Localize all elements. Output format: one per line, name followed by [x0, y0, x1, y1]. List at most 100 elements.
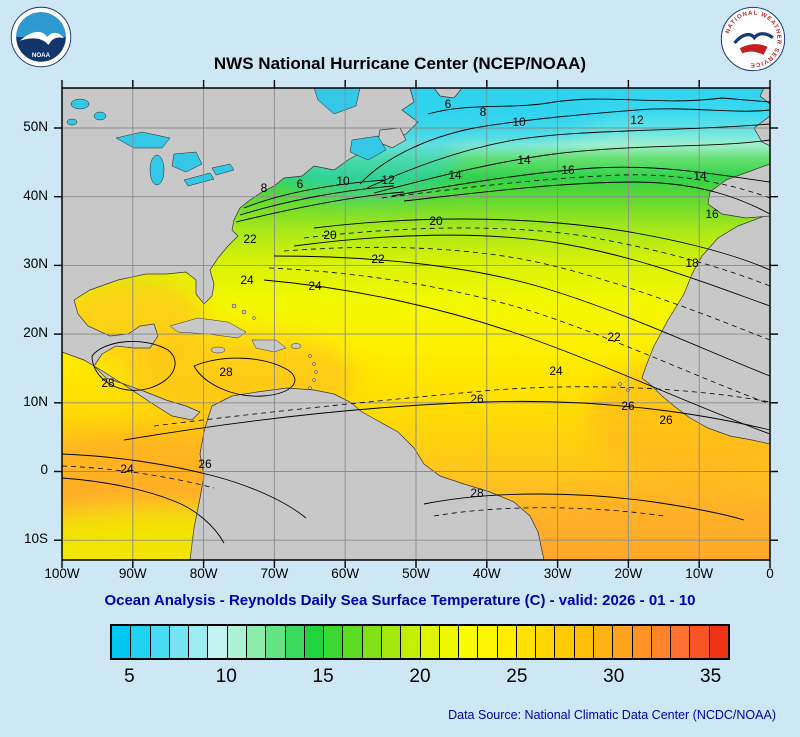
x-axis-tick-label: 40W: [472, 566, 501, 581]
contour-label: 8: [261, 181, 268, 195]
land-france-corner: [753, 115, 770, 147]
noaa-seagull-icon: [19, 31, 64, 46]
contour-label: 26: [470, 392, 484, 406]
contour-label: 22: [607, 330, 621, 344]
colorbar-segment: [497, 626, 517, 658]
colorbar-segment: [324, 626, 344, 658]
x-axis-tick-label: 100W: [44, 566, 80, 581]
island-antilles: [312, 378, 316, 382]
land-greenland-tip: [433, 88, 463, 99]
x-axis-tick-label: 10W: [685, 566, 714, 581]
axis-ticks: [54, 80, 778, 568]
colorbar-segment: [613, 626, 633, 658]
island-antilles: [312, 362, 316, 366]
nws-bird-icon: [733, 32, 774, 45]
contour-label: 28: [101, 376, 115, 390]
colorbar-segment: [112, 626, 132, 658]
colorbar-segment: [709, 626, 728, 658]
x-axis-tick-label: 0: [766, 566, 774, 581]
contour-label: 6: [297, 177, 304, 191]
y-axis-tick-label: 0: [40, 462, 48, 477]
island-hispaniola: [251, 339, 287, 353]
colorbar-segment: [594, 626, 614, 658]
y-axis: 50N 40N 30N 20N 10N 0 10S: [8, 88, 56, 560]
colorbar-segment: [574, 626, 595, 658]
island-antilles: [308, 386, 312, 390]
colorbar-segment: [227, 626, 247, 658]
island-puerto-rico: [290, 343, 302, 349]
northern-lake: [66, 118, 78, 126]
colorbar-segment: [131, 626, 151, 658]
island-jamaica: [210, 346, 226, 354]
latlon-grid: [62, 88, 770, 560]
contour-label: 28: [219, 365, 233, 379]
x-axis-tick-label: 90W: [118, 566, 147, 581]
x-axis: 100W 90W 80W 70W 60W 50W 40W 30W 20W 10W…: [44, 566, 773, 586]
contour-label: 12: [630, 113, 644, 127]
colorbar-segment: [478, 626, 498, 658]
colorbar-tick-label: 15: [312, 666, 334, 687]
x-axis-tick-label: 80W: [189, 566, 218, 581]
island-antilles: [308, 354, 312, 358]
contour-label: 6: [445, 97, 452, 111]
contour-label: 24: [549, 364, 563, 378]
island-cuba: [169, 317, 247, 339]
colorbar-segment: [459, 626, 479, 658]
contour-label: 26: [621, 399, 635, 413]
colorbar-segment: [150, 626, 170, 658]
island-bahamas: [231, 303, 237, 309]
contour-label: 22: [243, 232, 257, 246]
colorbar-segment: [189, 626, 209, 658]
contour-label: 24: [120, 462, 134, 476]
island-antilles: [314, 370, 318, 374]
colorbar-segment: [555, 626, 575, 658]
contour-label: 26: [659, 413, 673, 427]
colorbar-segment: [381, 626, 402, 658]
lake-erie: [183, 172, 215, 187]
colorbar-segment: [304, 626, 325, 658]
colorbar-segment: [690, 626, 710, 658]
colorbar-segment: [246, 626, 267, 658]
contour-label: 22: [371, 252, 385, 266]
land-iberia: [707, 163, 770, 219]
page-title: NWS National Hurricane Center (NCEP/NOAA…: [213, 54, 587, 73]
colorbar-tick-label: 35: [700, 666, 722, 687]
x-axis-tick-label: 30W: [543, 566, 572, 581]
x-axis-tick-label: 20W: [614, 566, 643, 581]
y-axis-tick-label: 10S: [23, 531, 48, 546]
colorbar-segment: [208, 626, 228, 658]
y-axis-tick-label: 20N: [23, 325, 48, 340]
colorbar-segment: [343, 626, 363, 658]
northern-lake: [93, 111, 107, 121]
land-south-america: [189, 387, 545, 560]
y-axis-tick-label: 40N: [23, 188, 48, 203]
island-cape-verde: [618, 382, 622, 386]
contour-label: 20: [323, 228, 337, 242]
contour-label: 18: [685, 256, 699, 270]
colorbar-labels: 5 10 15 20 25 30 35: [110, 666, 730, 692]
noaa-logo-sky: [16, 12, 66, 37]
contour-label: 14: [517, 153, 531, 167]
land-britain-corner: [759, 88, 770, 105]
contour-label: 8: [480, 105, 487, 119]
lake-ontario: [211, 163, 235, 176]
contour-labels: 6 8 10 12 14 16 14 8 6 10 12 14 16 20 20 22 22 18 24 24 22 24…: [101, 97, 719, 500]
colorbar-segment: [671, 626, 691, 658]
sst-map: 6 8 10 12 14 16 14 8 6 10 12 14 16 20 20 22 22 18 24 24 22 24…: [54, 80, 778, 568]
noaa-logo: NOAA: [10, 6, 72, 68]
contour-label: 12: [381, 173, 395, 187]
y-axis-tick-label: 10N: [23, 394, 48, 409]
contour-label: 26: [198, 457, 212, 471]
island-bahamas: [252, 316, 256, 320]
data-source-note: Data Source: National Climatic Data Cent…: [448, 708, 776, 722]
contour-label: 20: [429, 214, 443, 228]
colorbar-tick-label: 10: [215, 666, 237, 687]
colorbar-segment: [536, 626, 556, 658]
colorbar-segment: [516, 626, 537, 658]
colorbar-tick-label: 30: [603, 666, 625, 687]
island-bahamas: [241, 309, 247, 315]
colorbar-segment: [285, 626, 305, 658]
colorbar: [110, 624, 730, 660]
colorbar-segment: [169, 626, 190, 658]
colorbar-tick-label: 25: [506, 666, 528, 687]
